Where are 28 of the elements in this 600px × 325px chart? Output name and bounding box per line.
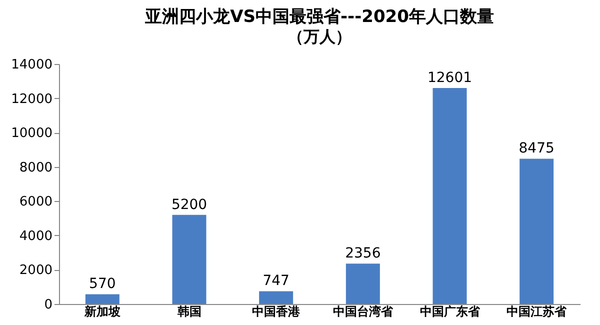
data-label: 8475 [518,140,554,157]
x-tick-label: 中国广东省 [420,304,481,318]
y-tick-label: 14000 [11,58,52,72]
x-tick-label: 新加坡 [83,304,122,318]
data-label: 12601 [427,70,472,86]
y-tick-label: 6000 [19,194,52,210]
x-tick-label: 中国台湾省 [332,304,394,318]
bar [520,158,554,304]
data-label: 2356 [345,246,381,262]
y-tick-label: 4000 [19,228,52,244]
y-tick-label: 12000 [11,92,52,107]
bar [432,88,467,304]
y-tick-label: 0 [44,298,52,312]
chart-title: 亚洲四小龙VS中国最强省---2020年人口数量 [144,7,494,27]
chart-subtitle: （万人） [288,27,352,46]
bar [85,294,120,304]
y-tick-label: 8000 [19,160,52,176]
data-label: 570 [89,276,116,292]
x-tick-label: 中国江苏省 [506,304,568,318]
data-label: 747 [262,273,290,290]
bar [346,264,380,304]
x-tick-label: 韩国 [176,304,202,318]
bar [172,214,206,304]
data-label: 5200 [171,196,208,213]
y-tick-label: 10000 [11,126,52,142]
bar [259,291,294,304]
x-tick-label: 中国香港 [252,304,302,318]
y-tick-label: 2000 [19,263,52,278]
